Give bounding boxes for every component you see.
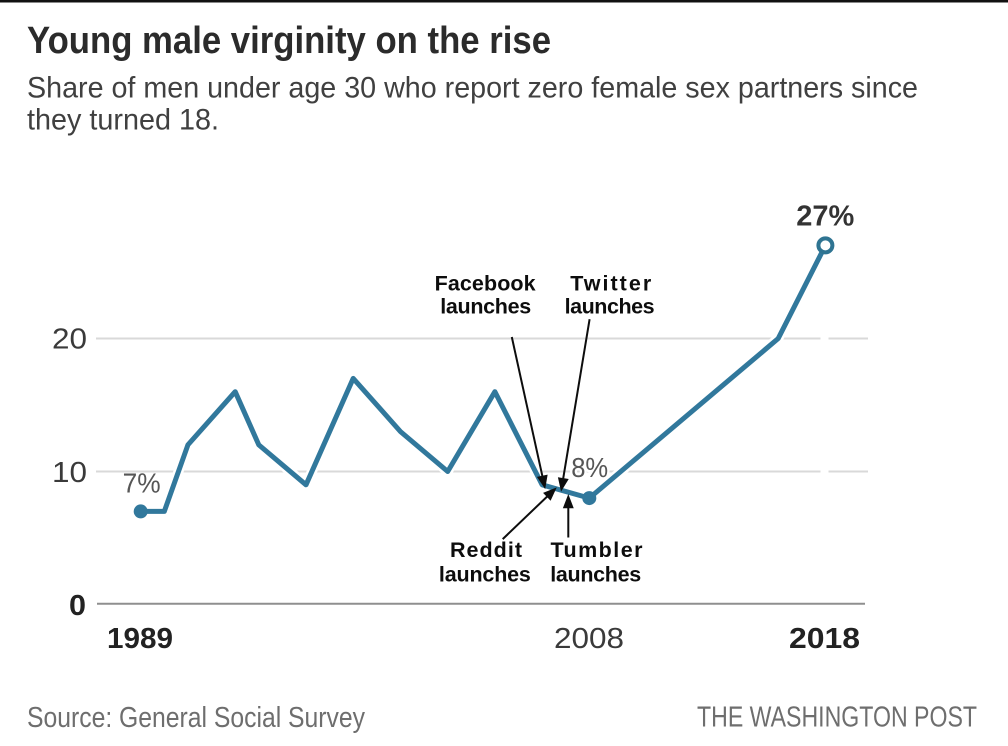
svg-text:1989: 1989	[107, 623, 173, 655]
svg-text:Twitter: Twitter	[570, 272, 652, 296]
svg-text:Facebook: Facebook	[435, 272, 536, 296]
svg-text:0: 0	[69, 590, 86, 622]
svg-text:20: 20	[52, 324, 87, 356]
svg-text:2008: 2008	[554, 623, 624, 655]
svg-text:launches: launches	[439, 563, 531, 587]
svg-text:launches: launches	[440, 295, 531, 319]
svg-text:10: 10	[52, 457, 87, 489]
svg-text:THE WASHINGTON POST: THE WASHINGTON POST	[697, 702, 977, 734]
svg-text:Tumbler: Tumbler	[551, 538, 644, 562]
svg-text:launches: launches	[550, 563, 641, 587]
svg-text:8%: 8%	[571, 452, 608, 483]
svg-text:Share of men under age 30 who: Share of men under age 30 who report zer…	[27, 72, 918, 105]
svg-text:launches: launches	[565, 295, 655, 319]
svg-text:Young male virginity on the ri: Young male virginity on the rise	[27, 20, 551, 62]
svg-text:Source: General Social Survey: Source: General Social Survey	[27, 702, 365, 734]
svg-text:7%: 7%	[123, 468, 161, 499]
svg-text:they turned 18.: they turned 18.	[27, 104, 219, 137]
svg-text:27%: 27%	[796, 201, 854, 233]
svg-text:Reddit: Reddit	[450, 538, 522, 562]
svg-text:2018: 2018	[789, 623, 860, 655]
